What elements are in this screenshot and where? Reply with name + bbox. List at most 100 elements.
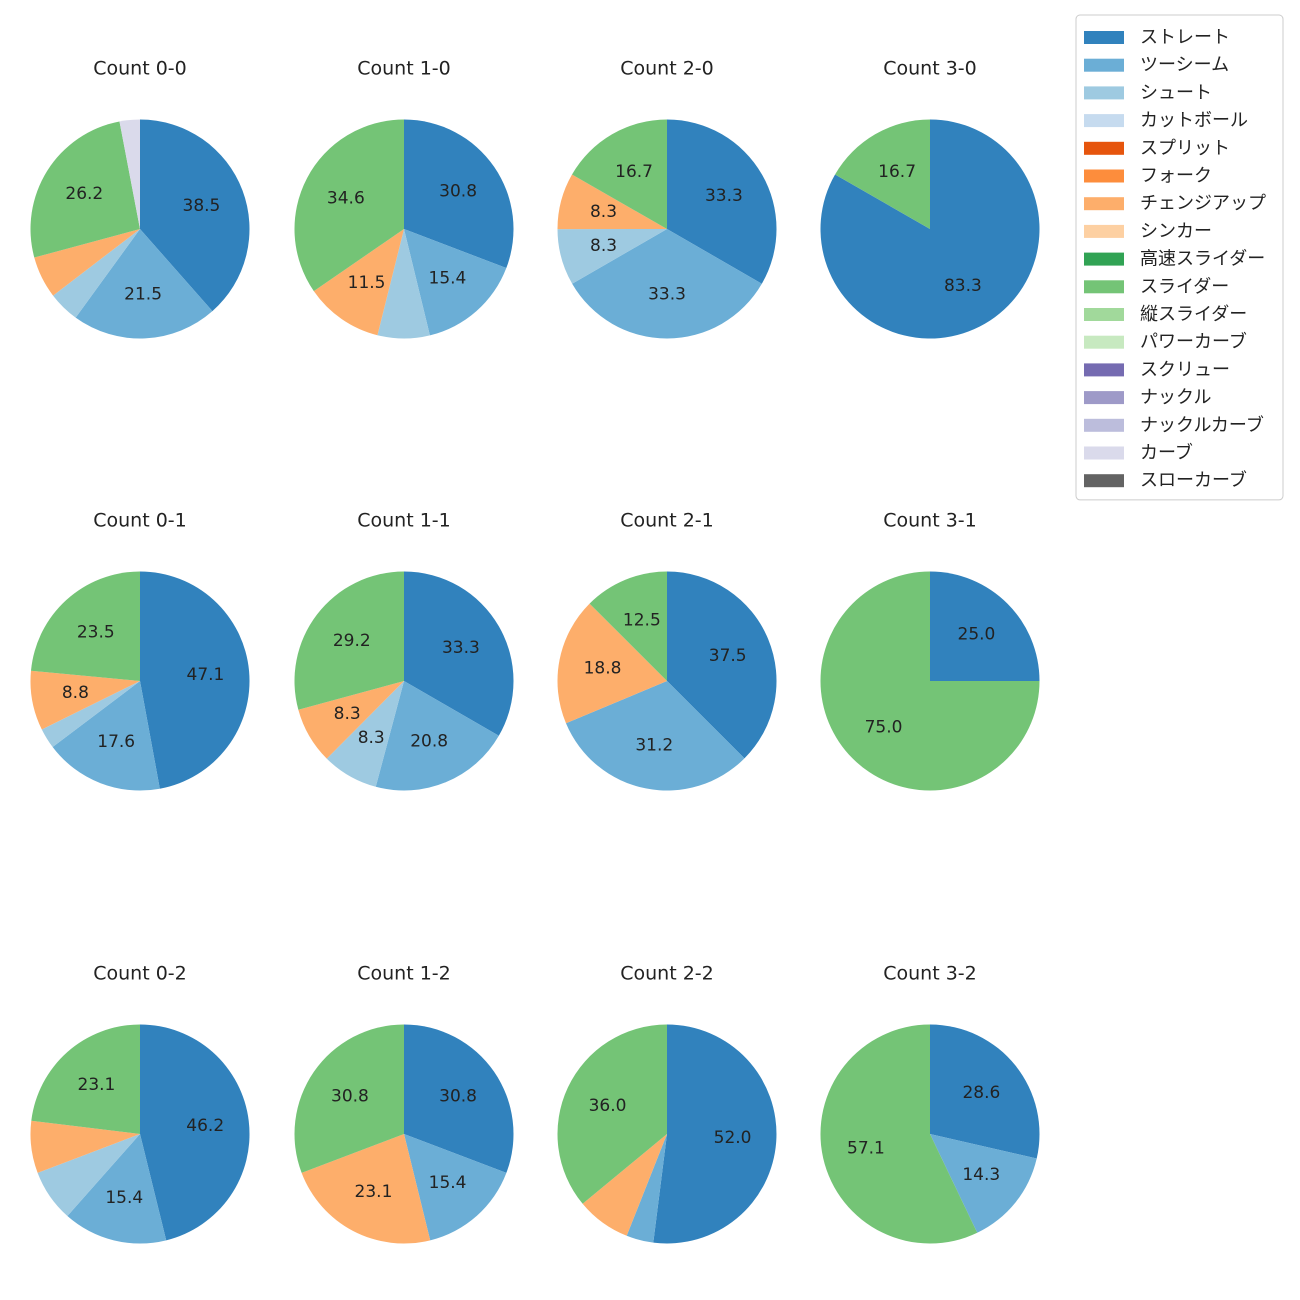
pie-count-1-0: Count 1-0 30.8 15.4 11.5 34.6 — [294, 58, 514, 339]
pie-slice — [557, 229, 667, 284]
legend-frame — [1075, 14, 1284, 501]
legend-swatch — [1084, 418, 1124, 432]
pie-count-2-0: Count 2-0 33.3 33.3 8.3 8.3 16.7 — [557, 58, 777, 339]
legend-label: シュート — [1140, 82, 1212, 103]
slice-label: 30.8 — [331, 1087, 369, 1107]
slice-label: 31.2 — [635, 735, 673, 755]
pie-slice — [820, 1024, 978, 1244]
slice-label: 8.3 — [590, 202, 617, 222]
pie-slice — [294, 1024, 404, 1173]
pie-count-1-2: Count 1-2 30.8 15.4 23.1 30.8 — [294, 963, 514, 1244]
legend-item: ストレート — [1084, 27, 1230, 48]
slice-label: 23.1 — [355, 1182, 393, 1202]
legend-label: カーブ — [1140, 442, 1193, 464]
slice-label: 23.1 — [78, 1075, 116, 1095]
slice-label: 12.5 — [623, 610, 661, 630]
pie-slice — [835, 119, 930, 229]
legend-swatch — [1084, 224, 1124, 238]
pie-slice — [294, 119, 404, 292]
pie-count-2-1: Count 2-1 37.5 31.2 18.8 12.5 — [557, 510, 777, 791]
slice-label: 21.5 — [124, 285, 162, 305]
slice-label: 33.3 — [705, 186, 743, 206]
pie-slice — [565, 681, 745, 791]
pie-slice — [140, 119, 250, 312]
pie-slice — [30, 571, 141, 681]
slice-label: 8.3 — [358, 728, 385, 748]
legend-label: スプリット — [1140, 138, 1230, 159]
pie-slice — [375, 681, 499, 791]
legend-item: カーブ — [1084, 442, 1193, 464]
slice-label: 15.4 — [105, 1188, 143, 1208]
pie-slice — [52, 681, 160, 791]
legend-item: 高速スライダー — [1084, 249, 1265, 270]
slice-label: 15.4 — [429, 1173, 467, 1193]
pie-slice — [30, 1120, 141, 1173]
pie-title: Count 1-2 — [357, 963, 451, 985]
slice-label: 33.3 — [442, 638, 480, 658]
pie-slice — [820, 119, 1040, 339]
slice-label: 83.3 — [944, 276, 982, 296]
pie-slice — [37, 1134, 141, 1216]
pie-slice — [30, 670, 140, 730]
pie-slice — [572, 229, 762, 339]
pie-slice — [404, 1134, 507, 1241]
pies-layer: Count 0-0 38.5 21.5 26.2 Count 1-0 30.8 15.4 11… — [30, 58, 1040, 1244]
slice-label: 36.0 — [589, 1096, 627, 1116]
pie-slice — [653, 1024, 777, 1244]
slice-label: 57.1 — [847, 1139, 885, 1159]
legend-label: スローカーブ — [1140, 469, 1247, 491]
legend-item: 縦スライダー — [1084, 304, 1247, 325]
pie-title: Count 3-2 — [883, 963, 977, 985]
legend-swatch — [1084, 474, 1124, 488]
legend-swatch — [1084, 335, 1124, 349]
pie-slice — [75, 229, 213, 339]
pie-slice — [667, 571, 777, 759]
legend-swatch — [1084, 308, 1124, 321]
pie-slice — [140, 571, 250, 789]
legend-label: ツーシーム — [1140, 55, 1229, 76]
legend-item: ツーシーム — [1084, 55, 1229, 76]
pie-slice — [557, 603, 667, 724]
pie-slice — [582, 1134, 667, 1236]
pie-title: Count 2-0 — [620, 58, 714, 80]
slice-label: 15.4 — [429, 268, 467, 288]
slice-label: 16.7 — [615, 162, 653, 182]
slice-label: 8.3 — [590, 236, 617, 256]
pie-slice — [930, 571, 1040, 681]
legend-label: シンカー — [1140, 221, 1212, 242]
pie-slice — [557, 1024, 667, 1204]
legend-swatch — [1084, 31, 1124, 44]
legend-swatch — [1084, 446, 1124, 460]
slice-label: 14.3 — [962, 1165, 1000, 1185]
pie-count-2-2: Count 2-2 52.0 36.0 — [557, 963, 777, 1244]
slice-label: 38.5 — [183, 196, 221, 216]
pie-title: Count 1-1 — [357, 510, 451, 532]
pie-count-0-1: Count 0-1 47.1 17.6 8.8 23.5 — [30, 510, 250, 791]
pie-count-3-2: Count 3-2 28.6 14.3 57.1 — [820, 963, 1040, 1244]
legend-item: シュート — [1084, 82, 1212, 103]
pie-slice — [119, 119, 140, 229]
legend-item: チェンジアップ — [1084, 193, 1266, 214]
slice-label: 75.0 — [865, 717, 903, 737]
legend-swatch — [1084, 363, 1124, 377]
slice-label: 8.8 — [62, 683, 89, 703]
pie-slice — [820, 571, 1040, 791]
pie-slice — [294, 571, 404, 710]
legend-label: チェンジアップ — [1140, 193, 1266, 214]
slice-label: 23.5 — [77, 622, 115, 642]
pie-slice — [301, 1134, 431, 1244]
pie-slice — [404, 229, 507, 336]
legend-swatch — [1084, 252, 1124, 266]
slice-label: 47.1 — [187, 665, 225, 685]
legend-swatch — [1084, 197, 1124, 211]
legend-label: パワーカーブ — [1140, 331, 1247, 353]
pie-slice — [667, 119, 777, 284]
pie-slice — [377, 229, 430, 339]
legend-item: ナックル — [1084, 387, 1211, 408]
slice-label: 11.5 — [348, 273, 386, 293]
pie-slice — [404, 571, 514, 736]
pie-title: Count 2-1 — [620, 510, 714, 532]
pie-title: Count 3-0 — [883, 58, 977, 80]
legend-item: パワーカーブ — [1084, 331, 1247, 353]
legend-swatch — [1084, 114, 1124, 128]
